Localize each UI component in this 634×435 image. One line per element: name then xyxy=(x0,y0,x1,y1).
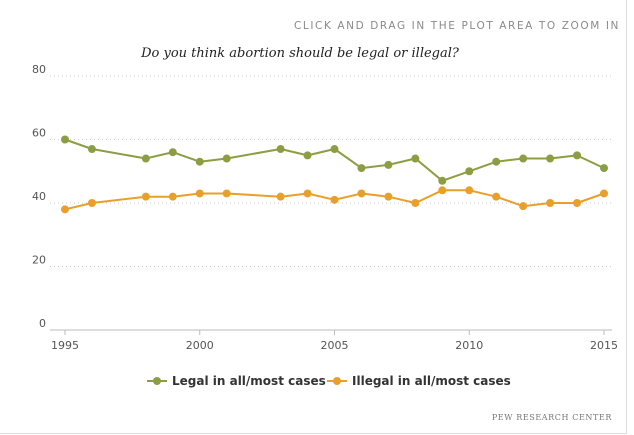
zoom-hint: CLICK AND DRAG IN THE PLOT AREA TO ZOOM … xyxy=(293,20,620,32)
y-tick-label-40: 40 xyxy=(32,190,46,203)
point-illegal-1998 xyxy=(141,192,150,201)
point-legal-1998 xyxy=(141,154,150,163)
point-illegal-2015 xyxy=(600,189,608,198)
chart-title: Do you think abortion should be legal or… xyxy=(141,46,459,61)
x-tick-label-2000: 2000 xyxy=(186,339,214,352)
point-illegal-2012 xyxy=(519,202,528,211)
y-tick-label-0: 0 xyxy=(39,317,46,330)
point-legal-2007 xyxy=(384,160,393,169)
point-legal-2001 xyxy=(222,154,231,163)
point-illegal-2013 xyxy=(546,199,555,207)
x-tick-label-2010: 2010 xyxy=(455,339,483,352)
point-legal-2011 xyxy=(492,157,501,166)
point-illegal-2006 xyxy=(357,189,366,198)
point-legal-2006 xyxy=(357,164,366,173)
point-legal-1999 xyxy=(168,148,177,157)
point-illegal-1999 xyxy=(168,192,177,201)
point-illegal-2014 xyxy=(573,199,582,207)
point-legal-2004 xyxy=(303,151,312,160)
point-legal-1995 xyxy=(61,135,69,144)
point-illegal-1995 xyxy=(61,205,69,214)
point-illegal-2005 xyxy=(330,195,339,204)
point-legal-2003 xyxy=(276,145,285,154)
legend-label-legal: Legal in all/most cases xyxy=(172,374,326,388)
x-tick-label-2015: 2015 xyxy=(590,339,618,352)
source-credit: PEW RESEARCH CENTER xyxy=(491,413,612,422)
point-legal-2005 xyxy=(330,145,339,154)
point-illegal-2008 xyxy=(411,199,420,207)
point-illegal-2001 xyxy=(222,189,231,198)
point-illegal-2000 xyxy=(195,189,204,198)
x-tick-label-2005: 2005 xyxy=(321,339,349,352)
legend-marker-legal xyxy=(153,377,161,385)
y-tick-label-20: 20 xyxy=(32,254,46,267)
point-legal-1996 xyxy=(87,145,96,154)
y-tick-label-80: 80 xyxy=(32,63,46,76)
point-legal-2008 xyxy=(411,154,420,163)
point-illegal-2011 xyxy=(492,192,501,201)
point-legal-2013 xyxy=(546,154,555,163)
point-illegal-2009 xyxy=(438,186,447,195)
point-legal-2012 xyxy=(519,154,528,163)
y-tick-label-60: 60 xyxy=(32,127,46,140)
point-legal-2010 xyxy=(465,167,474,176)
legend-label-illegal: Illegal in all/most cases xyxy=(352,374,511,388)
legend-marker-illegal xyxy=(333,377,341,385)
point-legal-2015 xyxy=(600,164,608,173)
point-illegal-2007 xyxy=(384,192,393,201)
point-illegal-2004 xyxy=(303,189,312,198)
x-tick-label-1995: 1995 xyxy=(51,339,79,352)
point-legal-2000 xyxy=(195,157,204,166)
point-illegal-2010 xyxy=(465,186,474,195)
point-legal-2009 xyxy=(438,176,447,185)
point-illegal-1996 xyxy=(87,199,96,207)
point-illegal-2003 xyxy=(276,192,285,201)
point-legal-2014 xyxy=(573,151,582,160)
